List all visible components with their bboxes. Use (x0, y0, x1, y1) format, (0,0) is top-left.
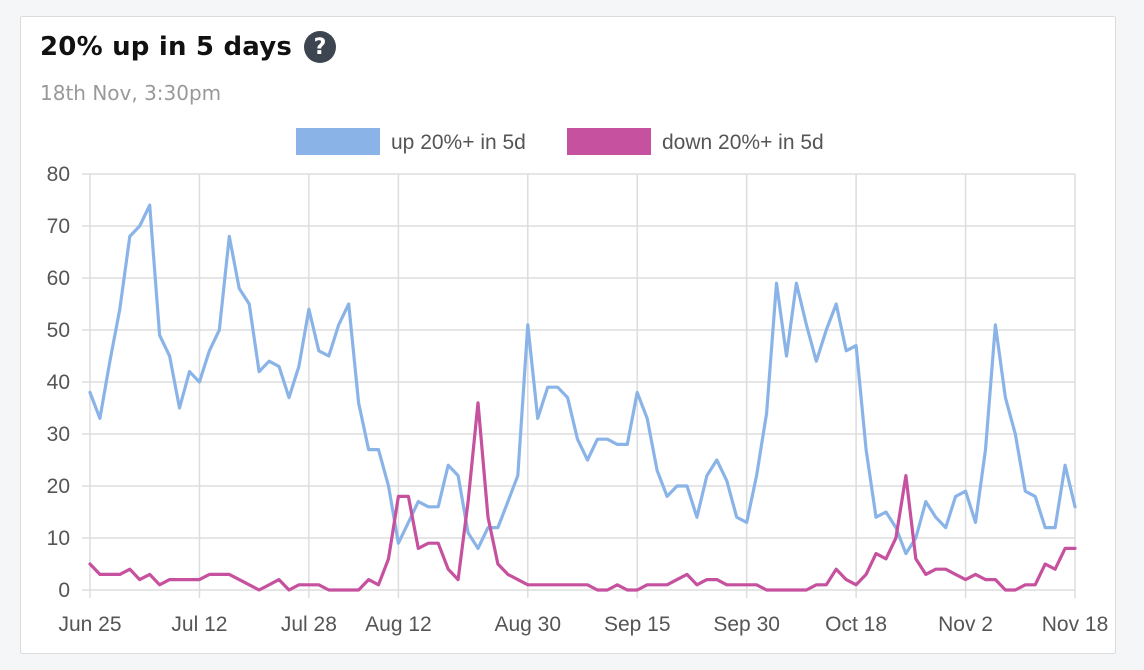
x-axis: Jun 25 Jul 12 Jul 28 Aug 12 Aug 30 Sep 15 Sep … (58, 613, 1108, 636)
x-tick-label: Sep 30 (713, 613, 780, 636)
y-axis: 0 10 20 30 40 50 60 70 80 (47, 163, 70, 602)
series-line (88, 203, 1077, 556)
y-tick-label: 60 (47, 267, 70, 290)
y-tick-label: 50 (47, 319, 70, 342)
y-tick-label: 80 (47, 163, 70, 186)
chart-subtitle: 18th Nov, 3:30pm (40, 81, 222, 105)
plot-area (88, 203, 1077, 592)
x-tick-label: Aug 12 (365, 613, 432, 636)
y-tick-label: 0 (58, 579, 70, 602)
legend-label: up 20%+ in 5d (391, 131, 526, 154)
chart-legend[interactable]: up 20%+ in 5d down 20%+ in 5d (296, 128, 824, 155)
x-tick-label: Oct 18 (825, 613, 887, 636)
y-tick-label: 70 (47, 215, 70, 238)
x-tick-label: Aug 30 (494, 613, 561, 636)
x-tick-label: Nov 18 (1042, 613, 1109, 636)
chart-header: 20% up in 5 days ? (40, 31, 337, 63)
legend-swatch (567, 128, 651, 155)
x-tick-label: Nov 2 (938, 613, 993, 636)
x-tick-label: Jun 25 (58, 613, 121, 636)
y-tick-label: 20 (47, 475, 70, 498)
chart-grid (82, 173, 1076, 598)
y-tick-label: 30 (47, 423, 70, 446)
chart-card: 20% up in 5 days ? 18th Nov, 3:30pm (20, 16, 1116, 654)
y-tick-label: 40 (47, 371, 70, 394)
legend-swatch (296, 128, 380, 155)
legend-label: down 20%+ in 5d (662, 131, 824, 154)
chart-title: 20% up in 5 days (40, 32, 293, 62)
x-tick-label: Jul 12 (171, 613, 227, 636)
y-tick-label: 10 (47, 527, 70, 550)
series-line (88, 401, 1077, 592)
question-circle-icon[interactable]: ? (304, 31, 337, 63)
x-tick-label: Jul 28 (281, 613, 337, 636)
x-tick-label: Sep 15 (604, 613, 671, 636)
